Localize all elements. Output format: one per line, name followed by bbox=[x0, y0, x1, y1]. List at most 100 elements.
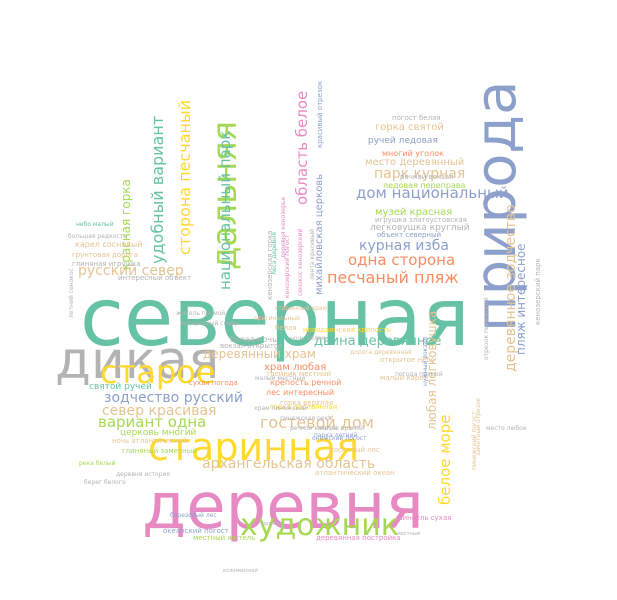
cloud-word: интересный север bbox=[180, 320, 238, 327]
cloud-word: красивый отрезок bbox=[316, 81, 324, 148]
cloud-word: святой ручей bbox=[89, 382, 152, 392]
cloud-word: малый карел bbox=[380, 374, 428, 382]
cloud-word: оригинальный bbox=[254, 315, 300, 322]
cloud-word: дом национальный bbox=[356, 184, 509, 202]
cloud-word: курная изба bbox=[359, 238, 449, 254]
cloud-word: деревянное зодчество bbox=[503, 204, 519, 372]
cloud-word: храм любая bbox=[264, 362, 326, 373]
cloud-word: онежский погост bbox=[312, 435, 367, 442]
cloud-word: малый местный bbox=[255, 375, 305, 382]
cloud-word: большая редкость bbox=[68, 233, 127, 240]
cloud-word: деревянная постройка bbox=[316, 534, 401, 542]
cloud-word: зодчество русский bbox=[104, 390, 243, 406]
cloud-word: старинный храм bbox=[275, 305, 327, 312]
cloud-word: сенокос кенозерский bbox=[297, 228, 304, 296]
cloud-word: михайловская церковь bbox=[314, 174, 325, 295]
cloud-word: деревня кенозерье bbox=[280, 197, 287, 258]
cloud-word: парка летний bbox=[314, 432, 357, 439]
cloud-word: архангельская область bbox=[202, 456, 375, 472]
cloud-word: кенозерская горка bbox=[266, 230, 274, 300]
cloud-word: объект северный bbox=[377, 231, 441, 239]
cloud-word: кенозерский погост bbox=[284, 234, 291, 298]
cloud-word: игрушка златоустовская bbox=[375, 216, 467, 224]
cloud-word: карел сосновый bbox=[75, 240, 142, 249]
cloud-word: русский север bbox=[78, 263, 184, 279]
cloud-word: небо малый bbox=[76, 221, 114, 228]
cloud-word: леса деревня bbox=[271, 232, 278, 275]
cloud-word: отрезок пинежский bbox=[483, 297, 490, 360]
cloud-word: погода прямой bbox=[395, 371, 443, 378]
cloud-word: дикая bbox=[55, 331, 219, 391]
cloud-word: пляж интересное bbox=[514, 243, 528, 355]
cloud-word: красная горка bbox=[119, 179, 133, 270]
cloud-word: речной вокзал bbox=[400, 173, 454, 181]
cloud-word: место прямой bbox=[320, 425, 364, 432]
cloud-word: легковушка круглый bbox=[370, 223, 470, 233]
cloud-word: житель прямой bbox=[176, 310, 225, 317]
cloud-word: белое море bbox=[436, 415, 454, 505]
cloud-word: лента красивый bbox=[309, 229, 316, 280]
cloud-word: двина деревянное bbox=[314, 334, 441, 349]
cloud-word: открытое небо bbox=[380, 356, 435, 364]
cloud-word: речной многий bbox=[290, 425, 338, 432]
cloud-word: горка верхняя bbox=[280, 399, 333, 407]
cloud-word: ночь белая bbox=[290, 335, 325, 342]
cloud-word: северная bbox=[80, 271, 470, 364]
cloud-word: глиняный заметный bbox=[122, 447, 197, 455]
cloud-word: одна сторона bbox=[348, 251, 455, 269]
cloud-word: старое bbox=[100, 353, 215, 391]
cloud-word: деревня bbox=[142, 470, 424, 544]
cloud-word: коломенский bbox=[223, 567, 258, 574]
cloud-word: пинсель сухая bbox=[398, 514, 451, 522]
cloud-word: художник bbox=[240, 508, 399, 543]
cloud-word: область белое bbox=[293, 91, 311, 205]
cloud-word: новодвинская крепость bbox=[303, 326, 391, 334]
cloud-word: лес интересный bbox=[266, 388, 334, 397]
cloud-word: церковь многий bbox=[120, 428, 197, 438]
cloud-word: удобный вариант bbox=[148, 116, 167, 264]
cloud-word: местный житель bbox=[193, 534, 255, 542]
cloud-word: горка святой bbox=[375, 122, 444, 133]
cloud-word: крепость речной bbox=[270, 378, 341, 387]
cloud-word: музей красная bbox=[375, 207, 452, 218]
cloud-word: гостевой дом bbox=[260, 413, 374, 432]
cloud-word: национальный парк bbox=[216, 131, 234, 290]
cloud-word: нужный вокзал bbox=[422, 337, 429, 386]
cloud-word: место деревянный bbox=[365, 157, 464, 168]
cloud-word: интересный объект bbox=[118, 274, 191, 282]
cloud-word: ледовая переправа bbox=[383, 181, 466, 190]
cloud-word: парк курная bbox=[374, 166, 465, 182]
cloud-word: погост белая bbox=[392, 114, 441, 122]
cloud-word: дальняя bbox=[205, 121, 245, 270]
cloud-word: горка деревянная bbox=[270, 403, 337, 411]
cloud-word: вокзал открытое bbox=[220, 342, 283, 350]
cloud-word: любая легковушка bbox=[425, 311, 439, 430]
cloud-word: место любое bbox=[486, 425, 527, 432]
cloud-word: пинежский погост bbox=[471, 411, 478, 470]
cloud-word: север красивая bbox=[102, 403, 216, 419]
cloud-word: ночь атлантический bbox=[112, 437, 187, 445]
cloud-word: океанский погост bbox=[163, 527, 229, 535]
cloud-word: берег белого bbox=[84, 479, 126, 486]
cloud-word: деревня история bbox=[116, 471, 170, 478]
cloud-word: заметный отрезок bbox=[475, 397, 482, 456]
cloud-word: местный bbox=[397, 530, 420, 537]
cloud-word: сторона песчаный bbox=[175, 100, 194, 255]
cloud-word: сухая погода bbox=[189, 379, 238, 387]
cloud-word: белая bbox=[275, 324, 297, 332]
cloud-word: летний сенокос bbox=[68, 268, 75, 318]
cloud-word: река белый bbox=[79, 460, 116, 467]
cloud-word: белая ночь bbox=[230, 335, 277, 344]
cloud-word: деревянный храм bbox=[203, 347, 316, 361]
cloud-word: глиняная игрушка bbox=[72, 260, 141, 268]
cloud-word: атлантический океан bbox=[315, 469, 395, 477]
cloud-word: грунтовая дорога bbox=[72, 251, 138, 259]
cloud-word: дорога деревянная bbox=[350, 349, 412, 356]
cloud-word: пинежская река bbox=[280, 415, 332, 422]
cloud-word: старинная bbox=[148, 425, 359, 469]
cloud-word: храм пинежский bbox=[254, 405, 307, 412]
cloud-word: прямой bbox=[262, 520, 282, 527]
cloud-word: многий уголок bbox=[382, 149, 444, 158]
